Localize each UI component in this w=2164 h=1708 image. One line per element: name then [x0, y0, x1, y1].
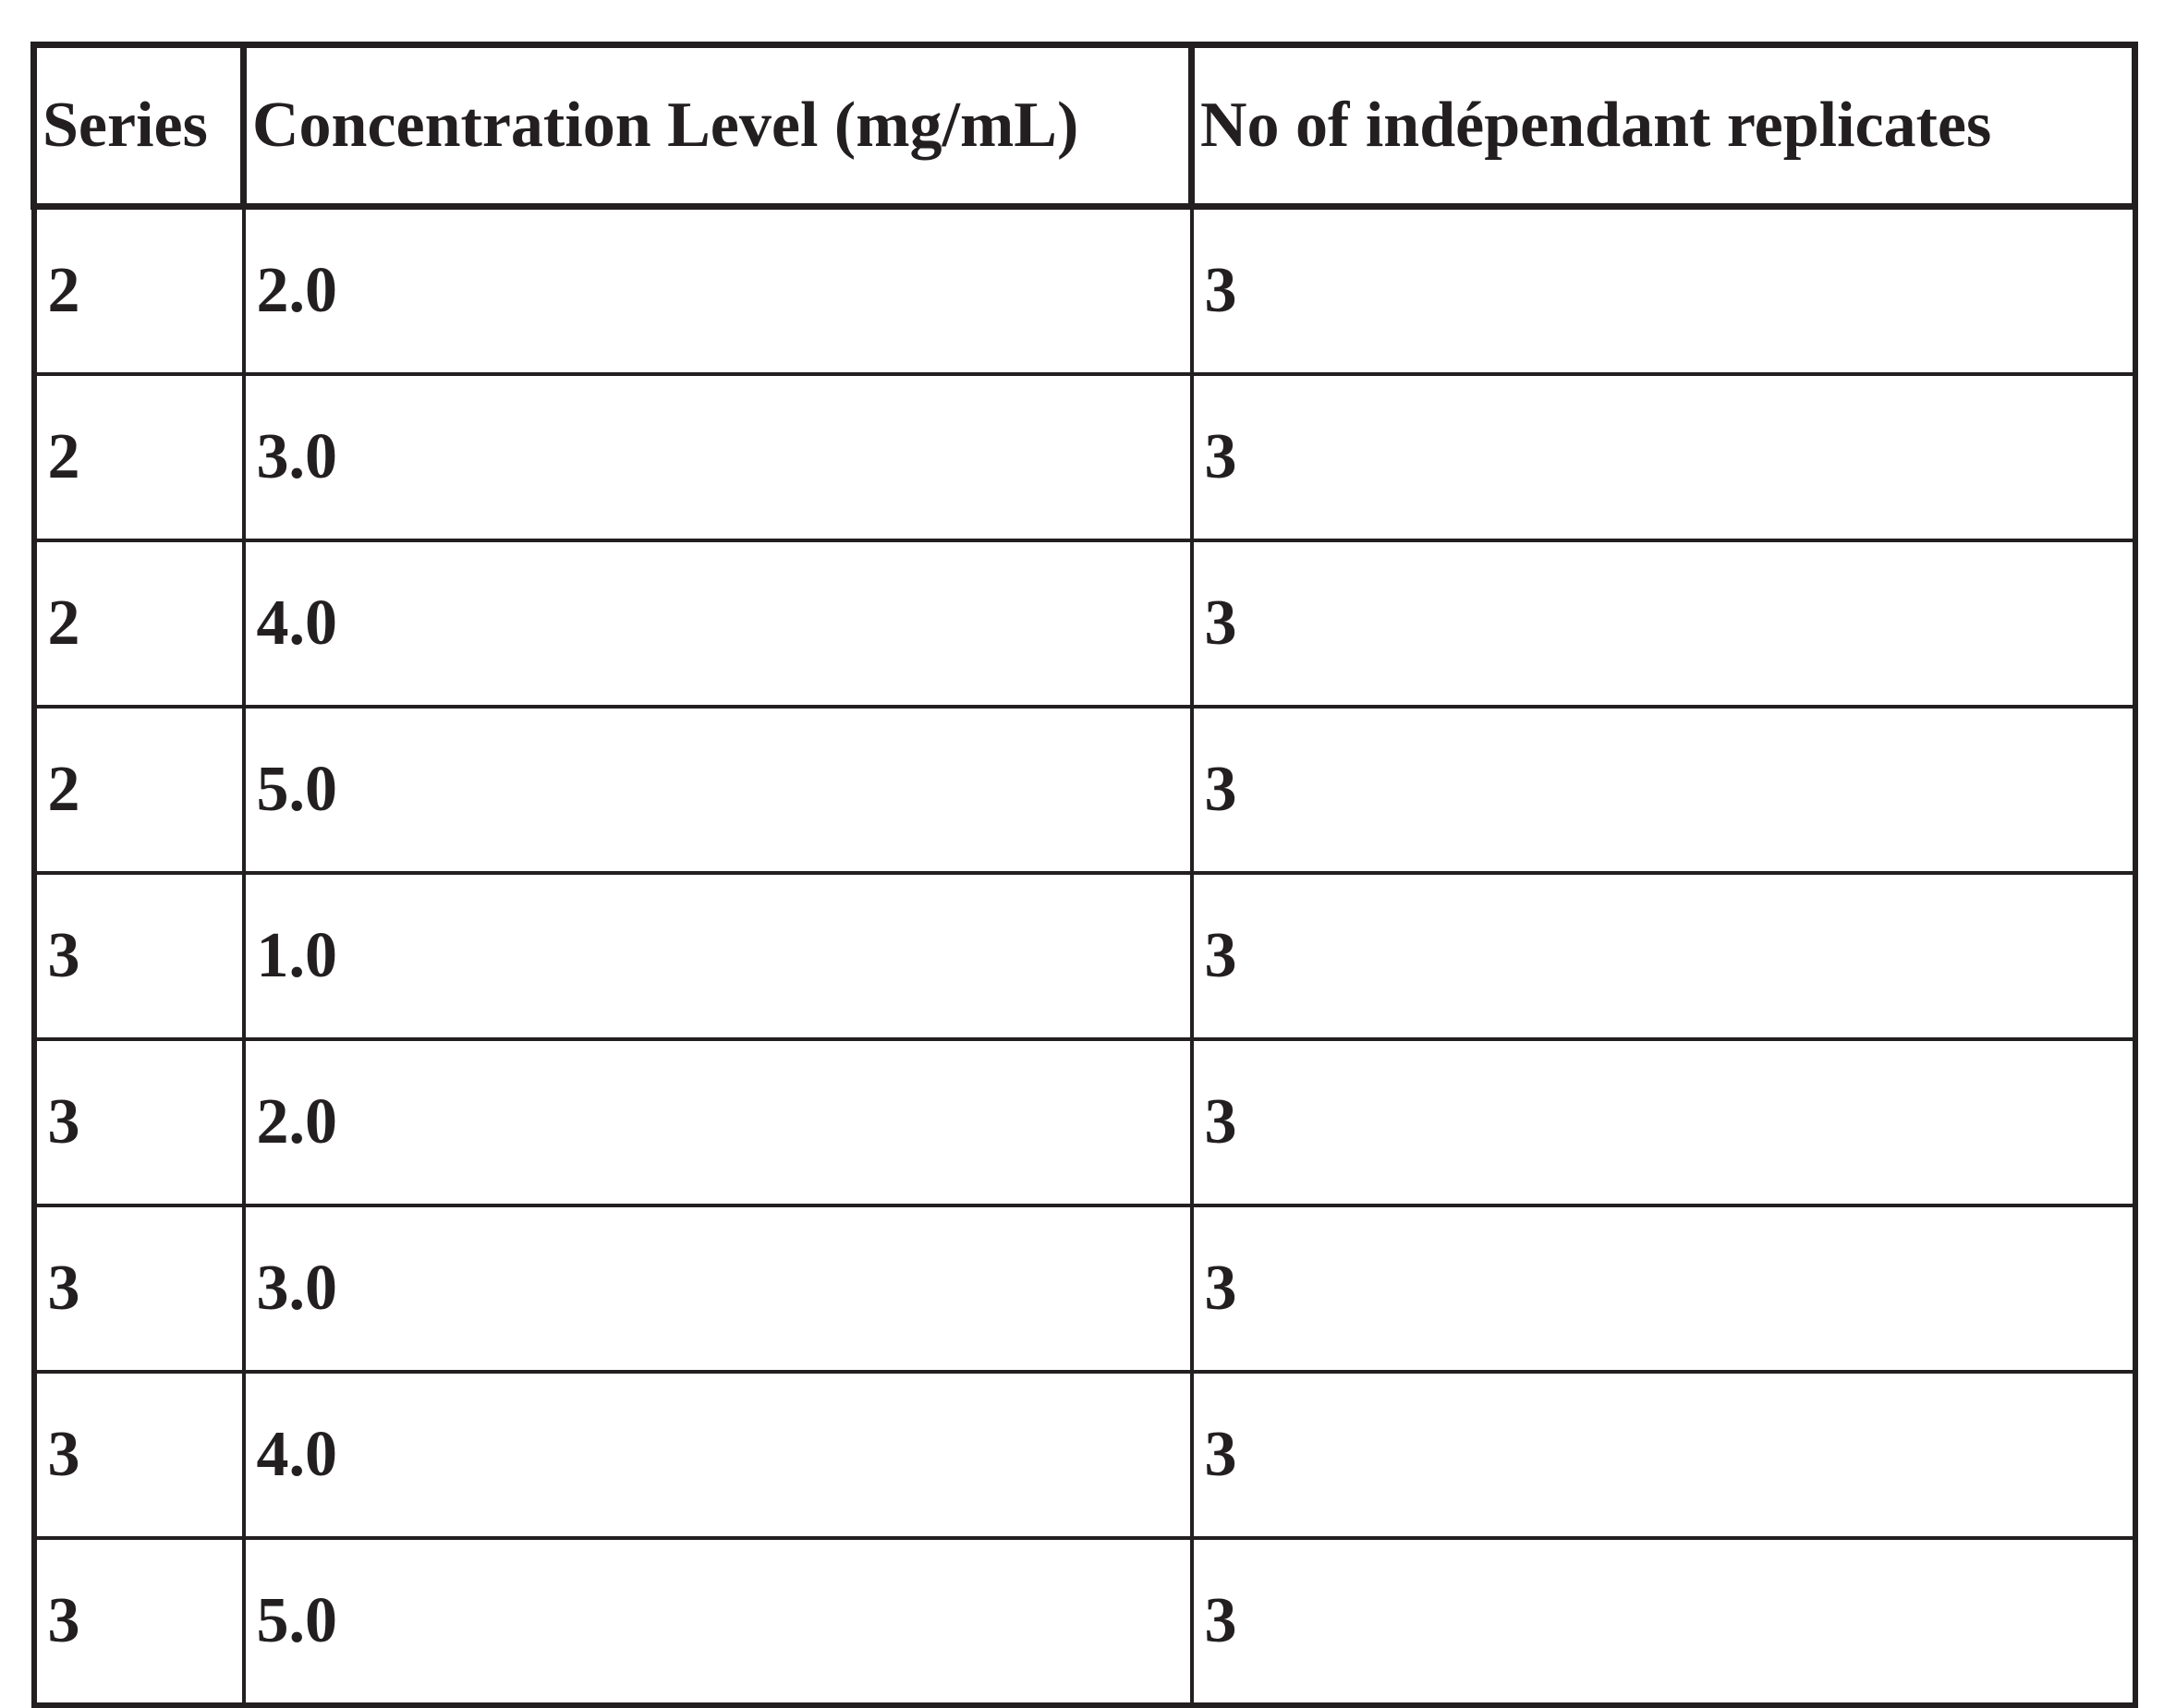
table-row: 3 5.0 3	[30, 1536, 2138, 1708]
table-cell: 2	[30, 539, 246, 709]
table-row: 2 4.0 3	[30, 539, 2138, 709]
table-cell: 5.0	[241, 705, 1194, 875]
table-body: 2 2.0 3 2 3.0 3 2 4.0 3 2 5.0 3 3 1.0 3 3 2.0 3 3 3.0 3 3 4.0 3…	[30, 204, 2138, 1708]
table-cell: 1.0	[241, 871, 1194, 1041]
table-cell: 3	[1189, 539, 2138, 709]
table-row: 3 1.0 3	[30, 871, 2138, 1041]
table-cell: 2	[30, 372, 246, 542]
table-row: 2 5.0 3	[30, 705, 2138, 875]
table-cell: 3	[1189, 871, 2138, 1041]
table-cell: 2.0	[241, 1037, 1194, 1207]
data-table: Series Concentration Level (mg/mL) No of i…	[30, 42, 2138, 1708]
table-cell: 3	[30, 1536, 246, 1708]
table-cell: 4.0	[241, 1370, 1194, 1540]
table-cell: 3	[1189, 705, 2138, 875]
table-cell: 3.0	[241, 372, 1194, 542]
table-cell: 3	[1189, 1536, 2138, 1708]
table-cell: 3	[1189, 204, 2138, 376]
table-cell: 5.0	[241, 1536, 1194, 1708]
table-cell: 3	[30, 871, 246, 1041]
header-cell: Series	[30, 42, 247, 210]
table-row: 3 3.0 3	[30, 1204, 2138, 1374]
header-cell: No of indépendant replicates	[1188, 42, 2138, 210]
table-row: 2 2.0 3	[30, 204, 2138, 376]
table-cell: 3	[30, 1204, 246, 1374]
table-cell: 3	[1189, 372, 2138, 542]
table-cell: 3	[1189, 1037, 2138, 1207]
table-row: 3 2.0 3	[30, 1037, 2138, 1207]
header-cell: Concentration Level (mg/mL)	[240, 42, 1195, 210]
table-header: Series Concentration Level (mg/mL) No of i…	[30, 42, 2138, 210]
table-cell: 2.0	[241, 204, 1194, 376]
table-cell: 2	[30, 204, 246, 376]
table-cell: 3	[30, 1370, 246, 1540]
table-cell: 3	[30, 1037, 246, 1207]
table-cell: 3.0	[241, 1204, 1194, 1374]
table-row: 3 4.0 3	[30, 1370, 2138, 1540]
header-row: Series Concentration Level (mg/mL) No of i…	[30, 42, 2138, 210]
table-cell: 4.0	[241, 539, 1194, 709]
table-cell: 3	[1189, 1204, 2138, 1374]
table-cell: 2	[30, 705, 246, 875]
table-row: 2 3.0 3	[30, 372, 2138, 542]
table-cell: 3	[1189, 1370, 2138, 1540]
